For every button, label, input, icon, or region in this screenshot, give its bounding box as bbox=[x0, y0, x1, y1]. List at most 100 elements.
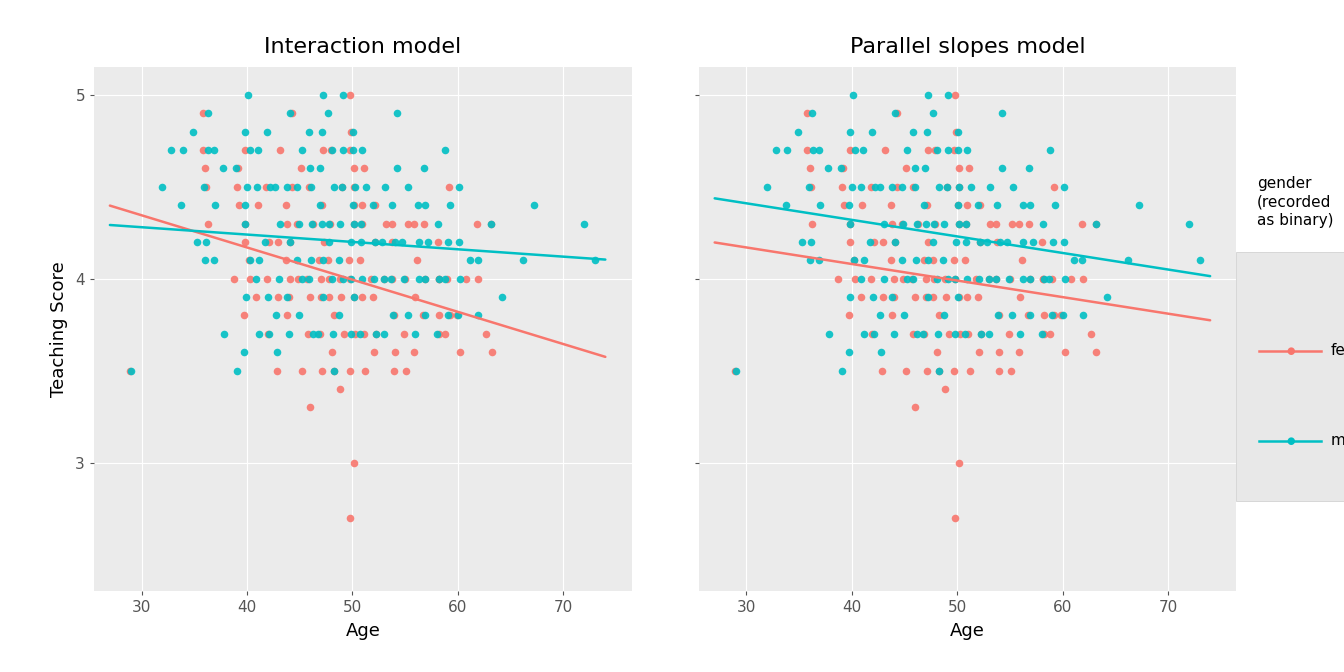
Point bbox=[288, 218, 309, 229]
X-axis label: Age: Age bbox=[345, 622, 380, 640]
Point bbox=[329, 218, 351, 229]
Point bbox=[1054, 274, 1075, 284]
Point bbox=[927, 310, 949, 321]
Point bbox=[277, 292, 298, 302]
Point bbox=[449, 347, 470, 358]
Point bbox=[238, 255, 259, 265]
Point bbox=[1071, 255, 1093, 265]
Point bbox=[434, 144, 456, 155]
Point bbox=[238, 89, 259, 100]
Point bbox=[340, 126, 362, 137]
Point bbox=[407, 274, 429, 284]
Point bbox=[343, 163, 364, 174]
Point bbox=[1179, 218, 1200, 229]
Point bbox=[906, 218, 927, 229]
Point bbox=[192, 144, 214, 155]
Point bbox=[375, 218, 396, 229]
Point bbox=[414, 310, 435, 321]
Point bbox=[203, 144, 224, 155]
Point bbox=[298, 181, 320, 192]
Point bbox=[288, 310, 309, 321]
Point bbox=[414, 274, 435, 284]
Point bbox=[449, 237, 470, 247]
Point bbox=[948, 163, 969, 174]
Point bbox=[927, 329, 949, 339]
Point bbox=[800, 163, 821, 174]
Point bbox=[960, 366, 981, 376]
Point bbox=[923, 218, 945, 229]
Point bbox=[906, 255, 927, 265]
Point bbox=[309, 163, 331, 174]
Point bbox=[319, 218, 340, 229]
Point bbox=[923, 292, 945, 302]
Point bbox=[832, 163, 853, 174]
Point bbox=[956, 274, 977, 284]
Point bbox=[194, 255, 215, 265]
Point bbox=[907, 329, 929, 339]
Point bbox=[913, 255, 934, 265]
Point bbox=[434, 274, 456, 284]
Point bbox=[918, 237, 939, 247]
Point bbox=[343, 292, 364, 302]
Point bbox=[985, 274, 1007, 284]
Point bbox=[926, 347, 948, 358]
Point bbox=[1012, 274, 1034, 284]
Point bbox=[1011, 255, 1032, 265]
Point bbox=[992, 163, 1013, 174]
Point bbox=[323, 366, 344, 376]
Point bbox=[300, 402, 321, 413]
Point bbox=[937, 181, 958, 192]
Point bbox=[884, 237, 906, 247]
Point bbox=[192, 108, 214, 118]
Point bbox=[840, 292, 862, 302]
Point bbox=[437, 274, 458, 284]
Point bbox=[278, 329, 300, 339]
Point bbox=[976, 237, 997, 247]
Point bbox=[958, 329, 980, 339]
Point bbox=[172, 144, 194, 155]
Point bbox=[344, 457, 366, 468]
Point bbox=[945, 126, 966, 137]
Point bbox=[766, 144, 788, 155]
Point bbox=[970, 329, 992, 339]
Point bbox=[945, 237, 966, 247]
Point bbox=[980, 181, 1001, 192]
Point bbox=[317, 108, 339, 118]
Point bbox=[523, 200, 544, 210]
Point bbox=[1128, 200, 1149, 210]
Point bbox=[491, 292, 512, 302]
Point bbox=[466, 218, 488, 229]
Point bbox=[883, 329, 905, 339]
Point bbox=[862, 126, 883, 137]
Title: Interaction model: Interaction model bbox=[265, 38, 461, 57]
Point bbox=[1073, 274, 1094, 284]
Point bbox=[999, 274, 1020, 284]
Point bbox=[996, 237, 1017, 247]
Point bbox=[1032, 237, 1054, 247]
Point bbox=[903, 126, 925, 137]
Point bbox=[332, 274, 353, 284]
Point bbox=[970, 329, 992, 339]
Point bbox=[872, 237, 894, 247]
Y-axis label: Teaching Score: Teaching Score bbox=[50, 261, 69, 397]
Point bbox=[945, 274, 966, 284]
Point bbox=[329, 274, 351, 284]
Point bbox=[277, 218, 298, 229]
Point bbox=[863, 292, 884, 302]
Point bbox=[925, 144, 946, 155]
Point bbox=[328, 310, 349, 321]
Point bbox=[341, 126, 363, 137]
Point bbox=[1044, 200, 1066, 210]
Point bbox=[1095, 292, 1117, 302]
Point bbox=[239, 144, 261, 155]
Point bbox=[777, 144, 798, 155]
Point bbox=[935, 292, 957, 302]
Point bbox=[449, 274, 470, 284]
Point bbox=[351, 237, 372, 247]
Point bbox=[380, 274, 402, 284]
Point bbox=[1009, 329, 1031, 339]
Text: ●: ● bbox=[1286, 345, 1294, 355]
Point bbox=[1019, 200, 1040, 210]
Point bbox=[267, 292, 289, 302]
Point bbox=[439, 310, 461, 321]
